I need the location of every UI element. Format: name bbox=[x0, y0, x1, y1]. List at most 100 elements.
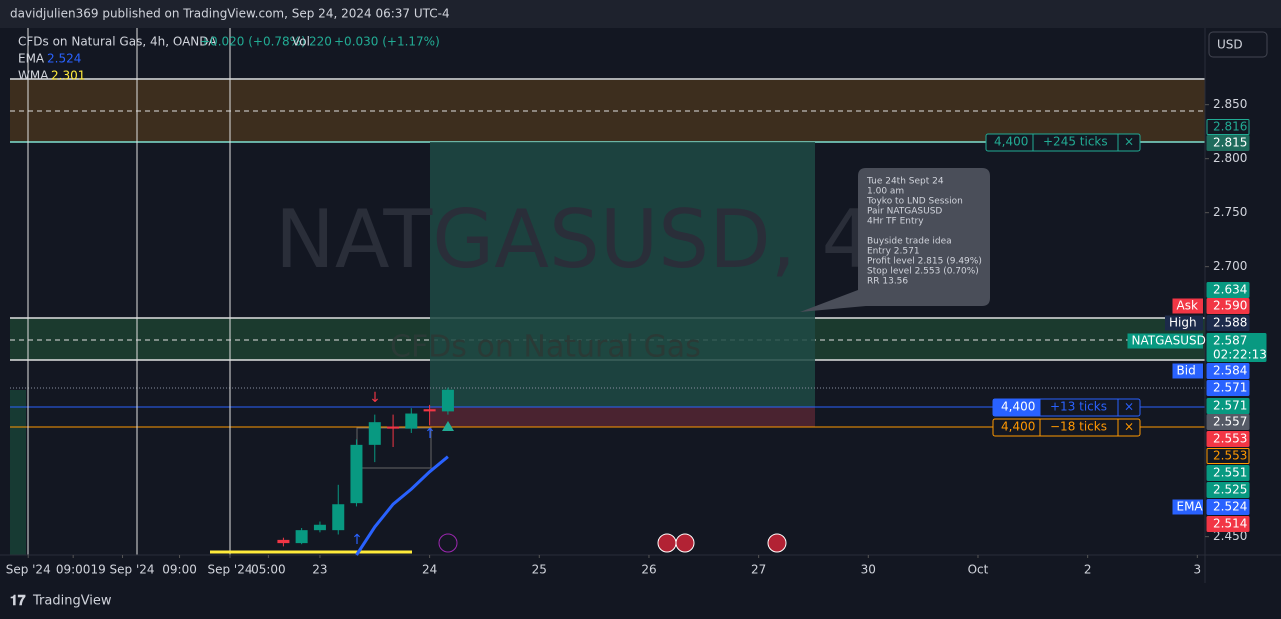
price-tag: NATGASUSD bbox=[1132, 334, 1206, 348]
candle-body bbox=[387, 426, 400, 429]
position-close[interactable]: × bbox=[1124, 135, 1134, 149]
annotation-line: Entry 2.571 bbox=[867, 247, 920, 257]
price-label-text: 2.514 bbox=[1213, 517, 1247, 531]
price-tag-bg bbox=[1172, 363, 1203, 379]
position-qty: 4,400 bbox=[1001, 420, 1035, 434]
legend-change: +0.020 (+0.78%) bbox=[200, 35, 306, 49]
position-ticks: +245 ticks bbox=[1043, 135, 1108, 149]
footer bbox=[0, 583, 1281, 619]
profit-zone bbox=[430, 142, 815, 407]
header: davidjulien369 published on TradingView.… bbox=[10, 7, 450, 21]
price-label-sub: 02:22:13 bbox=[1213, 348, 1267, 362]
price-label: 2.553 bbox=[1206, 448, 1250, 464]
price-label: 2.557 bbox=[1206, 414, 1250, 430]
price-label-text: 2.590 bbox=[1213, 299, 1247, 313]
annotation-line: RR 13.56 bbox=[867, 277, 908, 287]
y-tick-label: 2.750 bbox=[1213, 205, 1247, 219]
price-label-bg bbox=[1206, 499, 1250, 515]
position-close[interactable]: × bbox=[1124, 400, 1134, 414]
annotation-line: Pair NATGASUSD bbox=[867, 207, 942, 217]
price-label: 2.514 bbox=[1206, 516, 1250, 532]
brand-logo: 𝟏𝟕 bbox=[10, 593, 26, 609]
position-tag: 4,400 +13 ticks × bbox=[992, 398, 1141, 417]
price-label: 2.571 bbox=[1206, 380, 1250, 396]
annotation-line: Tue 24th Sept 24 bbox=[866, 177, 944, 187]
candle-body bbox=[368, 422, 381, 445]
price-label: 2.551 bbox=[1206, 465, 1250, 481]
legend-wma: 2.301 bbox=[51, 69, 85, 83]
price-label-bg bbox=[1206, 431, 1250, 447]
annotation-line: Toyko to LND Session bbox=[866, 197, 963, 207]
x-tick-label: 09:00 bbox=[162, 563, 197, 577]
annotation-line: 4Hr TF Entry bbox=[867, 217, 924, 227]
x-tick-label: 05:00 bbox=[251, 563, 286, 577]
watermark: NATGASUSD, 4 bbox=[275, 193, 872, 286]
candle-body bbox=[295, 530, 308, 544]
position-close[interactable]: × bbox=[1124, 420, 1134, 434]
price-label-text: 2.525 bbox=[1213, 483, 1247, 497]
y-tick-label: 2.700 bbox=[1213, 259, 1247, 273]
position-tag: 4,400 +245 ticks × bbox=[985, 133, 1141, 152]
x-tick-label: Sep '24 bbox=[6, 563, 51, 577]
price-label: 2.816 bbox=[1206, 119, 1250, 135]
price-label-text: 2.815 bbox=[1213, 136, 1247, 150]
flag-icon bbox=[767, 533, 787, 553]
annotation-line: Profit level 2.815 (9.49%) bbox=[867, 257, 982, 267]
legend-ema-label: EMA bbox=[18, 52, 45, 66]
signal-arrow: ↑ bbox=[351, 532, 363, 548]
candle-body bbox=[350, 444, 363, 504]
currency[interactable]: USD bbox=[1217, 38, 1243, 52]
brand: TradingView bbox=[32, 594, 112, 609]
price-label-bg bbox=[1206, 363, 1250, 379]
price-label-text: 2.553 bbox=[1213, 449, 1247, 463]
x-tick-label: 19 Sep '24 bbox=[90, 563, 154, 577]
price-label-text: 2.557 bbox=[1213, 415, 1247, 429]
left-zone bbox=[10, 390, 26, 555]
x-tick-label: 3 bbox=[1194, 563, 1202, 577]
position-qty-bg bbox=[993, 399, 1040, 416]
y-tick-label: 2.850 bbox=[1213, 97, 1247, 111]
price-label-bg bbox=[1206, 465, 1250, 481]
legend: CFDs on Natural Gas, 4h, OANDA+0.020 (+0… bbox=[18, 35, 440, 83]
candle-body bbox=[405, 413, 418, 429]
price-label-bg bbox=[1206, 482, 1250, 498]
currency-button[interactable] bbox=[1208, 31, 1268, 58]
price-label-bg bbox=[1206, 135, 1250, 151]
price-label: 2.524 EMA bbox=[1172, 499, 1250, 515]
price-tag: Bid bbox=[1177, 364, 1196, 378]
price-label-text: 2.571 bbox=[1213, 399, 1247, 413]
y-tick-label: 2.450 bbox=[1213, 529, 1247, 543]
position-qty: 4,400 bbox=[994, 135, 1028, 149]
candle-body bbox=[277, 539, 290, 544]
signal-arrow: ↓ bbox=[369, 390, 381, 406]
x-tick-label: Sep '24 bbox=[208, 563, 253, 577]
ema-line bbox=[355, 455, 449, 556]
position-ticks: −18 ticks bbox=[1050, 420, 1107, 434]
price-label-text: 2.634 bbox=[1213, 283, 1247, 297]
annotation-line: Stop level 2.553 (0.70%) bbox=[867, 267, 979, 277]
x-tick-label: 27 bbox=[751, 563, 766, 577]
price-label: 2.634 bbox=[1206, 282, 1250, 298]
price-label-bg bbox=[1206, 414, 1250, 430]
price-label-text: 2.587 bbox=[1213, 334, 1247, 348]
candle-body bbox=[441, 389, 454, 412]
price-label-bg bbox=[1206, 380, 1250, 396]
price-tag-bg bbox=[1127, 333, 1203, 349]
legend-vol-change: +0.030 (+1.17%) bbox=[334, 35, 440, 49]
price-label-text: 2.584 bbox=[1213, 364, 1247, 378]
annotation-line: 1.00 am bbox=[867, 187, 904, 197]
position-ticks: +13 ticks bbox=[1050, 400, 1107, 414]
price-label-bg bbox=[1206, 119, 1250, 135]
x-tick-label: 24 bbox=[422, 563, 437, 577]
legend-vol: 220 bbox=[309, 35, 332, 49]
header-bar bbox=[0, 0, 1281, 28]
price-label-bg bbox=[1206, 282, 1250, 298]
price-label: 2.588 High bbox=[1165, 315, 1250, 331]
x-tick-label: 09:00 bbox=[56, 563, 91, 577]
signal-arrow: ↑ bbox=[424, 426, 436, 442]
price-tag: Ask bbox=[1177, 299, 1198, 313]
candle-body bbox=[423, 409, 436, 412]
x-tick-label: 26 bbox=[641, 563, 656, 577]
price-label-bg bbox=[1206, 448, 1250, 464]
